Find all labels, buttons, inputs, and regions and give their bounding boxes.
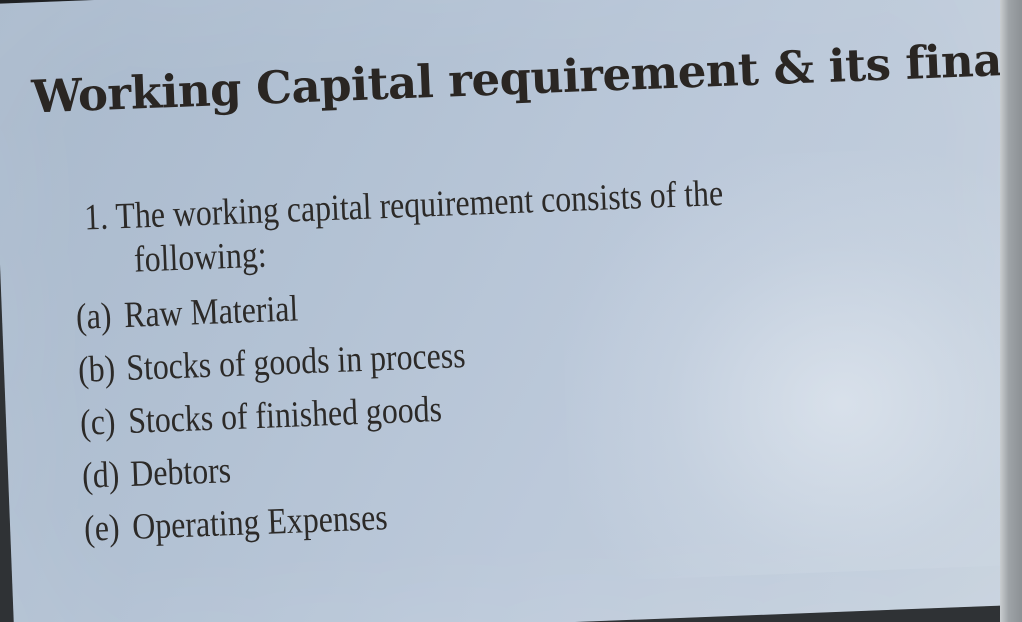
point-number: 1. — [83, 196, 109, 239]
item-text: Stocks of goods in process — [125, 335, 467, 390]
item-marker: (b) — [77, 348, 117, 391]
item-text: Raw Material — [123, 288, 299, 337]
screen-edge — [1000, 0, 1022, 622]
slide-title: Working Capital requirement & its financ… — [30, 27, 1022, 124]
slide-content: 1. The working capital requirement consi… — [75, 165, 916, 555]
item-list: (a) Raw Material (b) Stocks of goods in pr… — [75, 259, 917, 556]
item-marker: (a) — [75, 295, 113, 338]
item-marker: (c) — [79, 401, 117, 444]
item-marker: (d) — [81, 454, 121, 497]
item-marker: (e) — [83, 507, 121, 550]
item-text: Stocks of finished goods — [127, 388, 443, 442]
item-text: Debtors — [129, 450, 232, 495]
item-text: Operating Expenses — [131, 497, 389, 548]
